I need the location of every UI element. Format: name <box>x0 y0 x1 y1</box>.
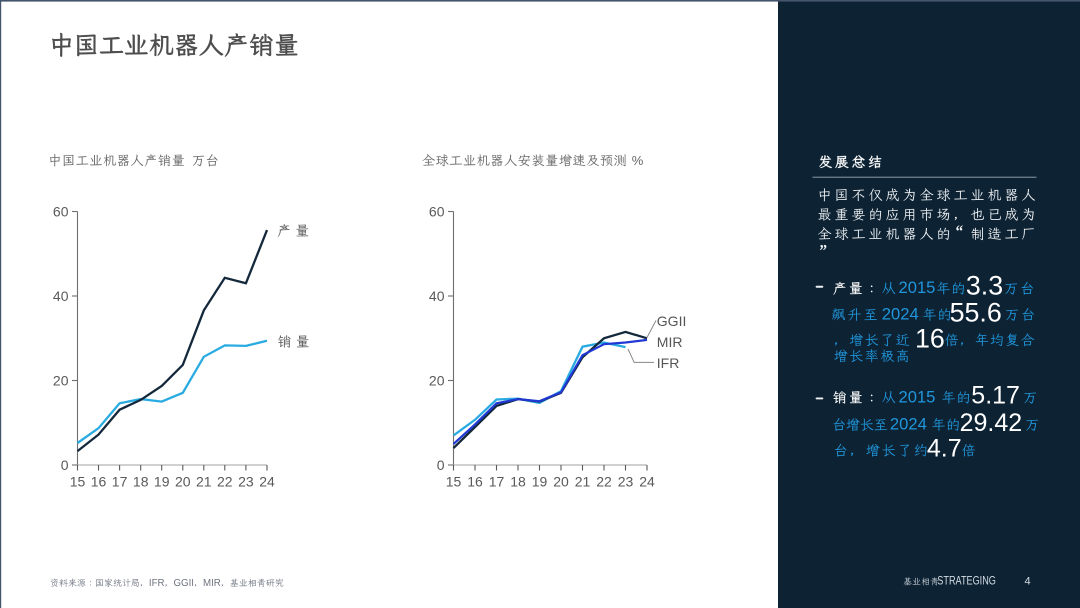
svg-text:17: 17 <box>112 473 128 489</box>
svg-text:GGII: GGII <box>657 313 687 329</box>
svg-text:STRATEGING: STRATEGING <box>937 576 996 588</box>
svg-text:4: 4 <box>1025 576 1031 588</box>
svg-text:2024: 2024 <box>882 304 919 323</box>
svg-text:21: 21 <box>575 473 591 489</box>
svg-text:60: 60 <box>429 203 445 219</box>
svg-text:24: 24 <box>259 473 275 489</box>
svg-text:18: 18 <box>133 473 149 489</box>
svg-text:22: 22 <box>217 473 233 489</box>
svg-text:40: 40 <box>429 288 445 304</box>
svg-text:20: 20 <box>429 372 445 388</box>
svg-text:MIR: MIR <box>203 578 221 589</box>
svg-text:2015: 2015 <box>899 387 936 406</box>
svg-text:23: 23 <box>238 473 254 489</box>
svg-text:MIR: MIR <box>657 334 683 350</box>
svg-text:16: 16 <box>915 323 945 353</box>
svg-text:4.7: 4.7 <box>927 435 962 463</box>
svg-text:19: 19 <box>154 473 170 489</box>
svg-text:40: 40 <box>53 288 69 304</box>
svg-text:GGII: GGII <box>174 578 194 589</box>
svg-text:5.17: 5.17 <box>971 382 1020 410</box>
svg-text:20: 20 <box>175 473 191 489</box>
svg-text:3.3: 3.3 <box>966 271 1003 301</box>
svg-text:19: 19 <box>532 473 548 489</box>
svg-text:17: 17 <box>489 473 505 489</box>
svg-text:16: 16 <box>467 473 483 489</box>
svg-text:60: 60 <box>53 203 69 219</box>
svg-text:16: 16 <box>91 473 107 489</box>
svg-text:21: 21 <box>196 473 212 489</box>
svg-text:2015: 2015 <box>899 278 936 297</box>
svg-text:IFR: IFR <box>657 355 680 371</box>
svg-text:0: 0 <box>61 457 69 473</box>
svg-text:IFR: IFR <box>149 578 165 589</box>
svg-text:15: 15 <box>70 473 86 489</box>
svg-text:0: 0 <box>437 457 445 473</box>
svg-text:15: 15 <box>446 473 462 489</box>
svg-text:18: 18 <box>510 473 526 489</box>
svg-text:%: % <box>632 153 644 168</box>
svg-text:24: 24 <box>639 473 655 489</box>
svg-text:20: 20 <box>53 372 69 388</box>
svg-text:20: 20 <box>553 473 569 489</box>
svg-text:22: 22 <box>596 473 612 489</box>
svg-text:2024: 2024 <box>890 415 927 434</box>
svg-text:23: 23 <box>618 473 634 489</box>
svg-text:29.42: 29.42 <box>960 409 1023 437</box>
svg-text:55.6: 55.6 <box>950 297 1002 327</box>
